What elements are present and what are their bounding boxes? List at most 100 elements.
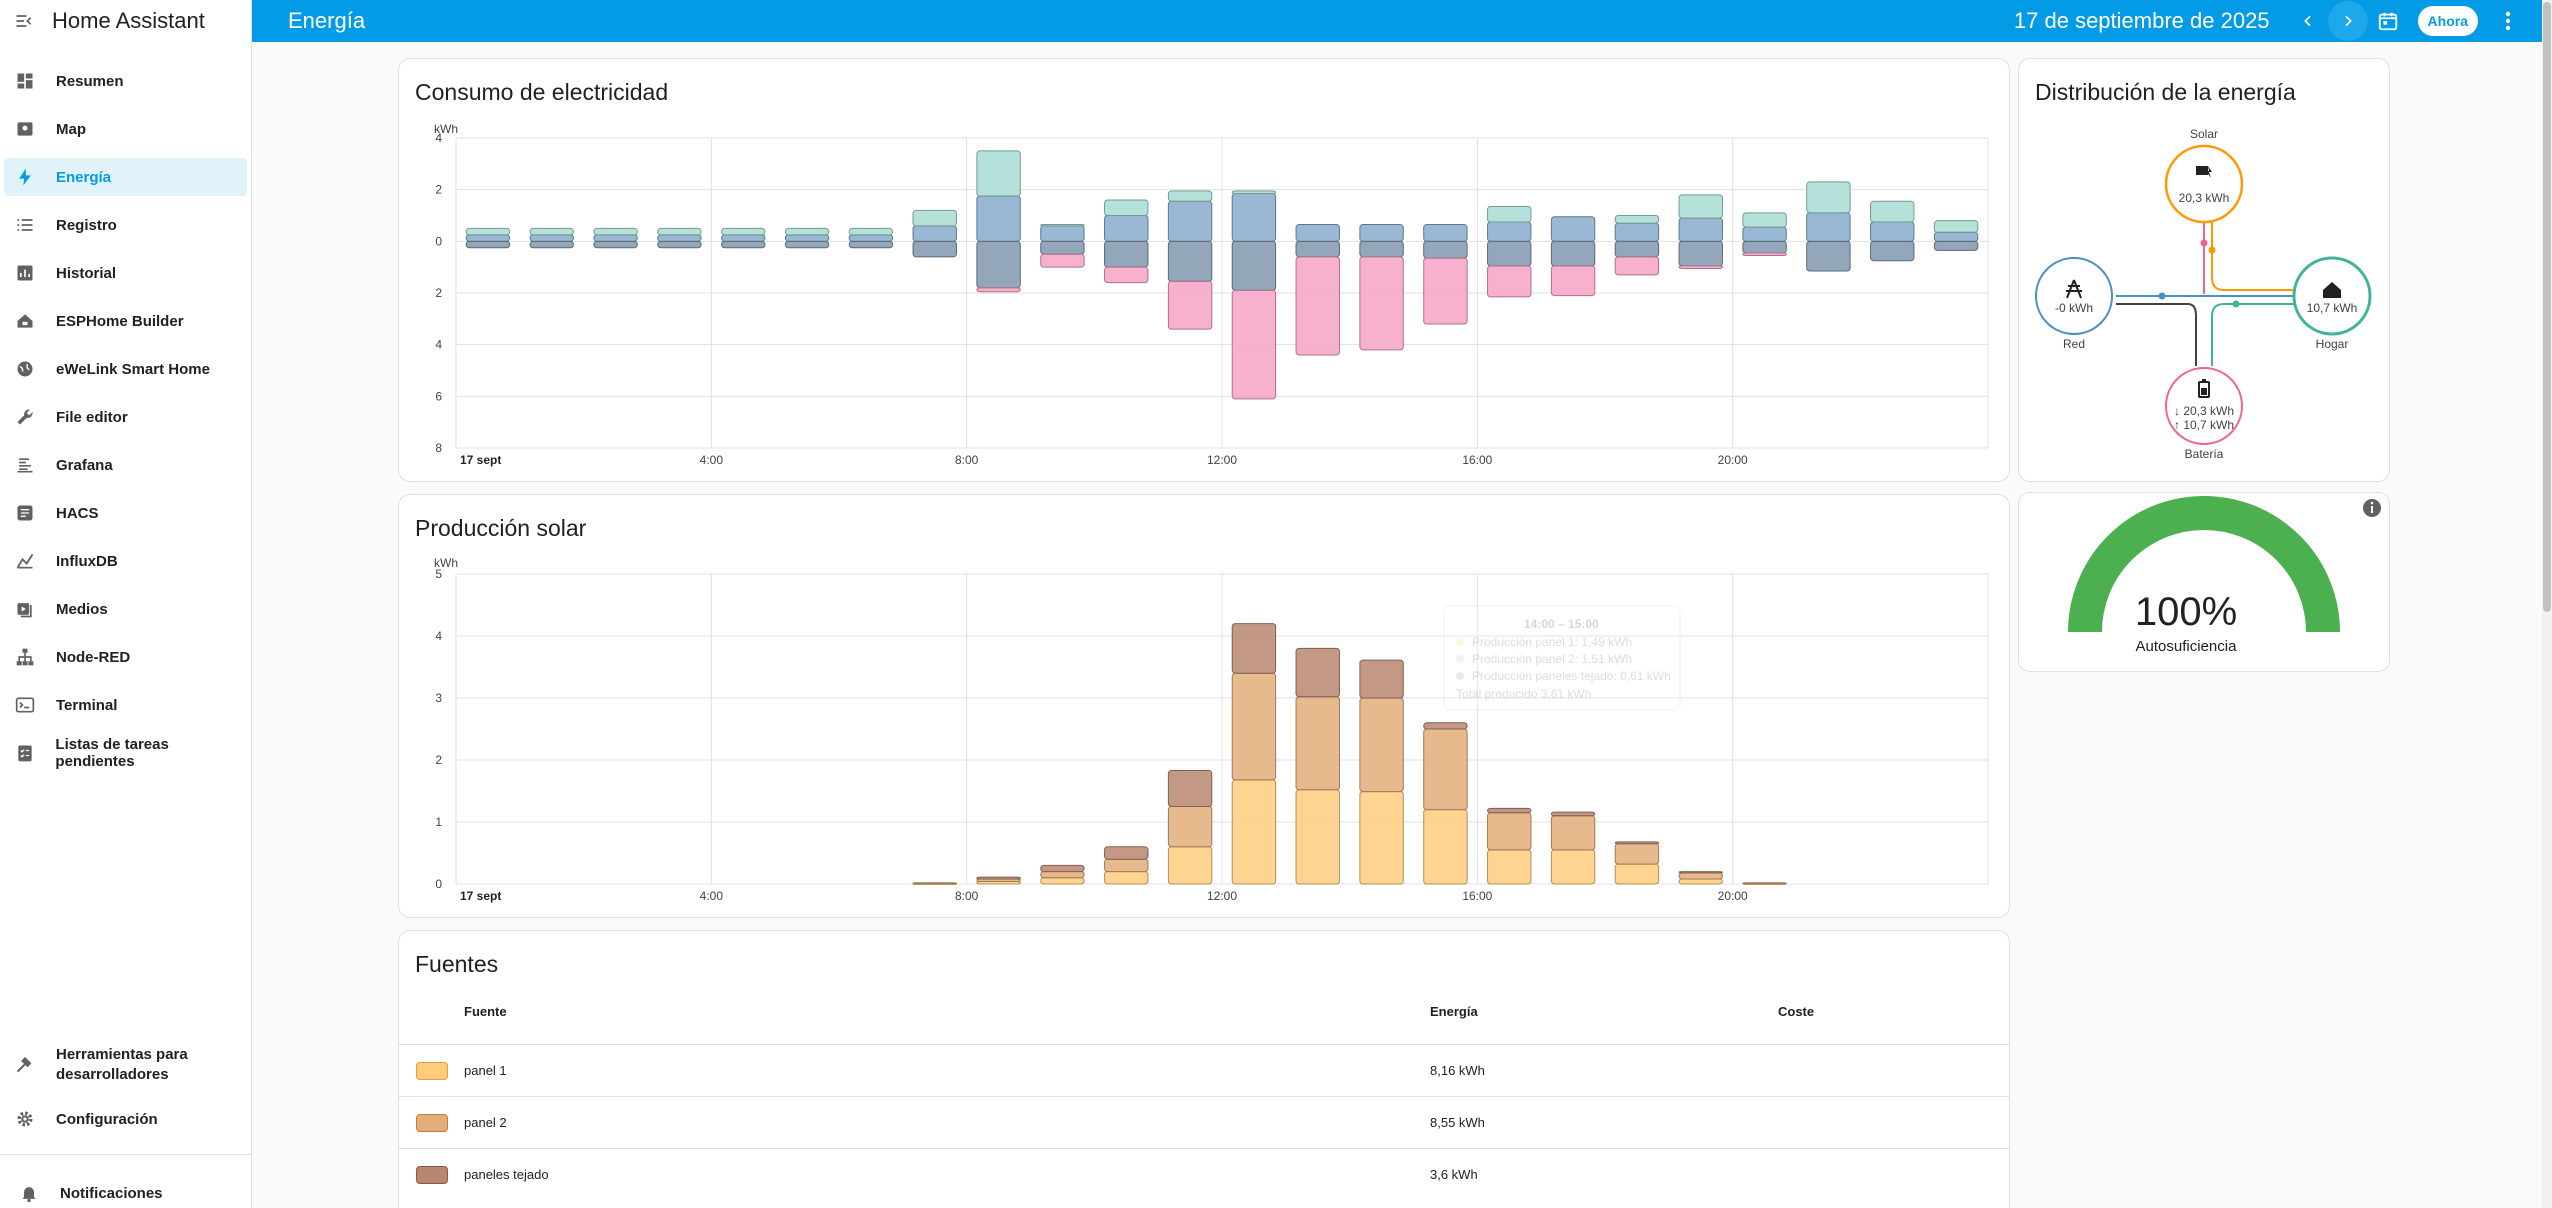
- bar-segment[interactable]: [976, 195, 1021, 242]
- bar-segment[interactable]: [976, 876, 1021, 880]
- bar-segment[interactable]: [1678, 194, 1723, 219]
- bar-segment[interactable]: [1359, 697, 1404, 793]
- sidebar-item-listas-de-tareas-pendientes[interactable]: Listas de tareas pendientes: [4, 734, 247, 772]
- bar-segment[interactable]: [1423, 240, 1468, 259]
- bar-segment[interactable]: [1678, 265, 1723, 269]
- bar-segment[interactable]: [1167, 190, 1213, 202]
- bar-segment[interactable]: [1614, 841, 1660, 845]
- bar-segment[interactable]: [1040, 871, 1085, 879]
- bar-segment[interactable]: [1104, 266, 1149, 284]
- bar-segment[interactable]: [784, 227, 830, 236]
- bar-segment[interactable]: [657, 240, 702, 249]
- bar-segment[interactable]: [1040, 253, 1085, 268]
- bar-segment[interactable]: [465, 227, 511, 236]
- bar-segment[interactable]: [1678, 240, 1723, 267]
- bar-segment[interactable]: [1231, 240, 1277, 291]
- bar-segment[interactable]: [1040, 224, 1085, 227]
- bar-segment[interactable]: [1231, 672, 1277, 781]
- bar-segment[interactable]: [593, 234, 638, 242]
- bar-segment[interactable]: [1423, 224, 1468, 242]
- bar-segment[interactable]: [1423, 809, 1468, 885]
- bar-segment[interactable]: [1167, 770, 1213, 808]
- bar-segment[interactable]: [1933, 240, 1979, 251]
- bar-segment[interactable]: [1742, 252, 1787, 257]
- bar-segment[interactable]: [1614, 256, 1660, 276]
- bar-segment[interactable]: [1550, 240, 1596, 267]
- electricity-consumption-chart[interactable]: kWh 4 2 0 2 4 6 8 17 sept 4:00 8:00 12:00 16:00 20:0…: [398, 58, 2010, 482]
- bar-segment[interactable]: [721, 234, 766, 242]
- sidebar-item-grafana[interactable]: Grafana: [4, 446, 247, 484]
- bar-segment[interactable]: [1295, 224, 1340, 242]
- bar-segment[interactable]: [465, 240, 511, 249]
- solar-production-chart[interactable]: kWh 5 4 3 2 1 0 17 sept 4:00 8:00 12:00 16:00 20:00…: [398, 494, 2010, 918]
- bar-segment[interactable]: [721, 227, 766, 236]
- bar-segment[interactable]: [1487, 812, 1532, 851]
- bar-segment[interactable]: [1678, 872, 1723, 880]
- bar-segment[interactable]: [1359, 240, 1404, 258]
- bar-segment[interactable]: [1295, 696, 1340, 791]
- now-button[interactable]: Ahora: [2417, 6, 2478, 36]
- bar-segment[interactable]: [1614, 240, 1660, 258]
- bar-segment[interactable]: [1550, 216, 1596, 242]
- bar-segment[interactable]: [1742, 240, 1787, 254]
- bar-segment[interactable]: [1167, 846, 1213, 885]
- bar-segment[interactable]: [1231, 289, 1277, 400]
- bar-segment[interactable]: [1104, 858, 1149, 873]
- bar-segment[interactable]: [1295, 256, 1340, 356]
- bar-segment[interactable]: [1806, 240, 1851, 272]
- bar-segment[interactable]: [1040, 864, 1085, 873]
- sidebar-item-ewelink-smart-home[interactable]: eWeLink Smart Home: [4, 350, 247, 388]
- sidebar-item-notifications[interactable]: Notificaciones: [8, 1174, 163, 1208]
- bar-segment[interactable]: [1678, 871, 1723, 874]
- bar-segment[interactable]: [1359, 659, 1404, 699]
- bar-segment[interactable]: [1104, 199, 1149, 216]
- info-icon[interactable]: [2363, 499, 2381, 517]
- sidebar-item-settings[interactable]: Configuración: [4, 1100, 247, 1138]
- calendar-button[interactable]: [2368, 1, 2408, 41]
- bar-segment[interactable]: [1231, 779, 1277, 885]
- bar-segment[interactable]: [1167, 240, 1213, 282]
- bar-segment[interactable]: [1614, 863, 1660, 885]
- bar-segment[interactable]: [529, 234, 574, 242]
- bar-segment[interactable]: [529, 227, 574, 236]
- bar-segment[interactable]: [1806, 181, 1851, 214]
- bar-segment[interactable]: [1359, 256, 1404, 351]
- bar-segment[interactable]: [1806, 212, 1851, 242]
- sidebar-item-map[interactable]: Map: [4, 110, 247, 148]
- sidebar-item-energia[interactable]: Energía: [4, 158, 247, 196]
- sidebar-item-medios[interactable]: Medios: [4, 590, 247, 628]
- bar-segment[interactable]: [848, 240, 894, 249]
- bar-segment[interactable]: [976, 240, 1021, 289]
- scrollbar-thumb[interactable]: [2543, 2, 2551, 612]
- sidebar-item-hacs[interactable]: HACS: [4, 494, 247, 532]
- more-options-button[interactable]: [2488, 1, 2528, 41]
- bar-segment[interactable]: [1870, 240, 1915, 262]
- bar-segment[interactable]: [1231, 193, 1277, 242]
- bar-segment[interactable]: [465, 234, 511, 242]
- bar-segment[interactable]: [1295, 789, 1340, 885]
- sidebar-item-resumen[interactable]: Resumen: [4, 62, 247, 100]
- bar-segment[interactable]: [1742, 882, 1787, 885]
- bar-segment[interactable]: [784, 234, 830, 242]
- bar-segment[interactable]: [1614, 215, 1660, 224]
- bar-segment[interactable]: [1678, 217, 1723, 242]
- bar-segment[interactable]: [1295, 647, 1340, 698]
- bar-segment[interactable]: [1167, 806, 1213, 848]
- bar-segment[interactable]: [1231, 190, 1277, 195]
- bar-segment[interactable]: [1104, 215, 1149, 242]
- sidebar-item-dev-tools[interactable]: Herramientas para desarrolladores: [4, 1040, 247, 1090]
- page-scrollbar[interactable]: [2542, 0, 2552, 1208]
- bar-segment[interactable]: [912, 209, 957, 227]
- sidebar-item-terminal[interactable]: Terminal: [4, 686, 247, 724]
- bar-segment[interactable]: [976, 287, 1021, 293]
- bar-segment[interactable]: [1487, 265, 1532, 298]
- bar-segment[interactable]: [657, 227, 702, 236]
- solar-node[interactable]: [2164, 144, 2244, 224]
- bar-segment[interactable]: [1487, 849, 1532, 885]
- bar-segment[interactable]: [1870, 200, 1915, 223]
- bar-segment[interactable]: [1550, 265, 1596, 297]
- bar-segment[interactable]: [912, 882, 957, 885]
- bar-segment[interactable]: [1550, 815, 1596, 851]
- bar-segment[interactable]: [1167, 200, 1213, 242]
- bar-segment[interactable]: [1742, 226, 1787, 242]
